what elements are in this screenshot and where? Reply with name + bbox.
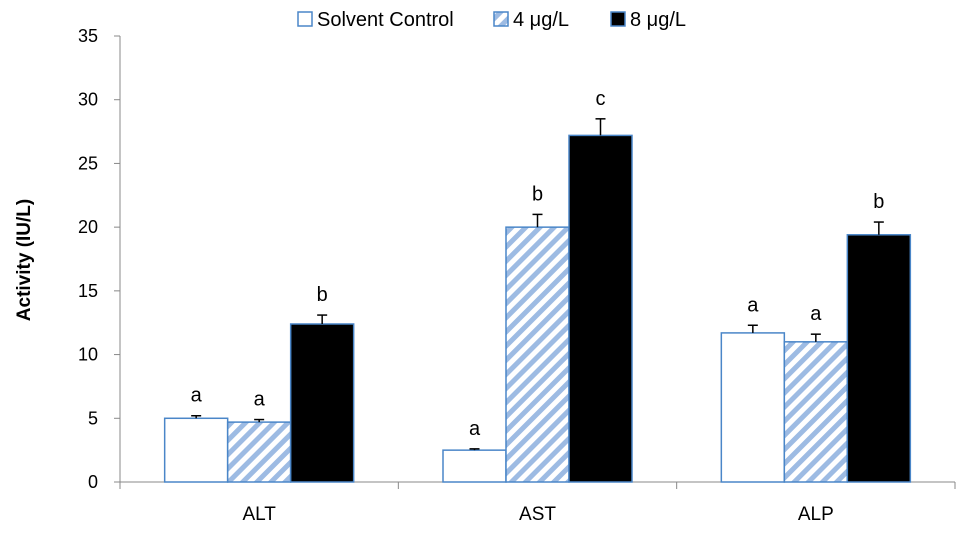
- y-tick-label: 0: [88, 472, 98, 492]
- y-tick-label: 20: [78, 217, 98, 237]
- data-label: c: [596, 88, 606, 110]
- y-tick-label: 35: [78, 26, 98, 46]
- data-label: a: [810, 303, 822, 325]
- legend-label: 8 μg/L: [630, 9, 686, 31]
- bar: [289, 323, 355, 483]
- bars: [163, 118, 912, 483]
- bar: [226, 421, 292, 483]
- labels: a a b a b c a a b: [191, 88, 885, 440]
- data-label: b: [532, 183, 543, 205]
- y-tick-label: 5: [88, 408, 98, 428]
- y-axis-label: Activity (IU/L): [14, 199, 35, 321]
- data-label: a: [747, 294, 759, 316]
- y-tick-label: 25: [78, 153, 98, 173]
- bar: [505, 226, 570, 483]
- bar: [720, 332, 786, 483]
- bar: [163, 417, 229, 483]
- data-label: a: [191, 385, 203, 407]
- legend-swatch: [610, 11, 626, 27]
- legend-swatch: [493, 11, 509, 27]
- x-tick-label: ALT: [242, 504, 276, 525]
- x-tick-label: ALP: [798, 504, 834, 525]
- legend: Solvent Control 4 μg/L 8 μg/L: [297, 9, 686, 31]
- legend-swatch: [297, 11, 313, 27]
- legend-label: 4 μg/L: [513, 9, 569, 31]
- bar: [568, 134, 633, 483]
- data-label: a: [469, 418, 481, 440]
- legend-label: Solvent Control: [317, 9, 454, 31]
- y-tick-label: 15: [78, 281, 98, 301]
- bar: [783, 341, 849, 483]
- y-tick-label: 10: [78, 345, 98, 365]
- x-tick-label: AST: [519, 504, 556, 525]
- data-label: b: [873, 191, 884, 213]
- data-label: a: [254, 389, 266, 411]
- y-tick-label: 30: [78, 90, 98, 110]
- bar: [846, 234, 912, 483]
- data-label: b: [317, 284, 328, 306]
- bar: [442, 449, 507, 483]
